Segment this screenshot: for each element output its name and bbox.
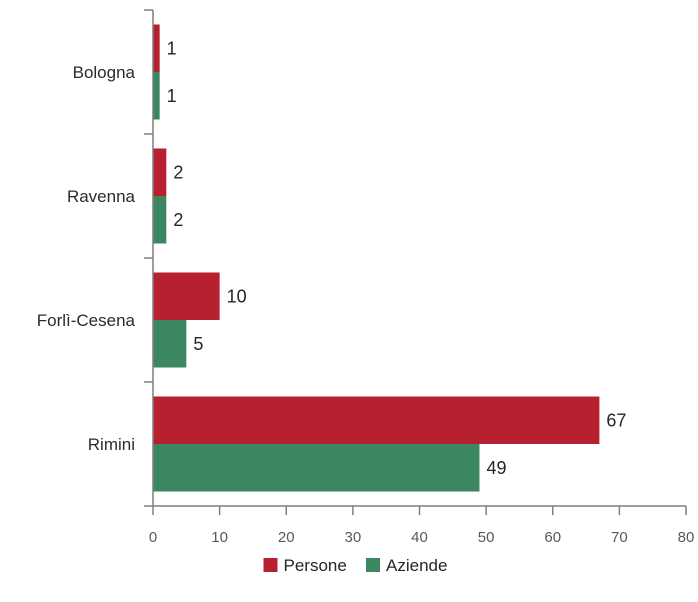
- bar-aziende-rimini: [153, 444, 480, 492]
- data-label-persone-ravenna: 2: [173, 162, 183, 182]
- data-label-persone-rimini: 67: [606, 410, 626, 430]
- legend-item-persone: Persone: [263, 556, 347, 575]
- data-label-aziende-rimini: 49: [486, 458, 506, 478]
- bars: [153, 24, 600, 492]
- x-tick-label-70: 70: [611, 529, 628, 546]
- bar-persone-bologna: [153, 24, 160, 72]
- data-label-aziende-ravenna: 2: [173, 210, 183, 230]
- category-label-bologna: Bologna: [73, 63, 136, 82]
- bar-persone-forli-cesena: [153, 272, 220, 320]
- x-tick-label-20: 20: [278, 529, 295, 546]
- legend-label-persone: Persone: [284, 556, 347, 575]
- bar-persone-ravenna: [153, 148, 167, 196]
- data-label-persone-forli-cesena: 10: [227, 286, 247, 306]
- category-label-forli-cesena: Forlì-Cesena: [37, 311, 136, 330]
- category-label-ravenna: Ravenna: [67, 187, 136, 206]
- legend-label-aziende: Aziende: [386, 556, 447, 575]
- x-tick-label-40: 40: [411, 529, 428, 546]
- x-tick-label-60: 60: [544, 529, 561, 546]
- bar-aziende-bologna: [153, 72, 160, 120]
- legend: Persone Aziende: [263, 556, 447, 575]
- axes: 0 10 20 30 40 50 60 70 80: [144, 9, 695, 546]
- legend-swatch-aziende: [366, 558, 380, 572]
- data-label-aziende-bologna: 1: [167, 86, 177, 106]
- data-label-aziende-forli-cesena: 5: [193, 334, 203, 354]
- x-tick-label-80: 80: [678, 529, 695, 546]
- labels: 1 1 Bologna 2 2 Ravenna 10 5 Forlì-Cesena 67 49 Rim…: [37, 38, 627, 478]
- x-tick-label-0: 0: [149, 529, 157, 546]
- x-tick-label-50: 50: [478, 529, 495, 546]
- bar-aziende-ravenna: [153, 196, 167, 244]
- legend-swatch-persone: [263, 558, 278, 572]
- legend-item-aziende: Aziende: [366, 556, 447, 575]
- category-label-rimini: Rimini: [88, 435, 135, 454]
- data-label-persone-bologna: 1: [167, 38, 177, 58]
- x-tick-label-30: 30: [345, 529, 362, 546]
- bar-persone-rimini: [153, 396, 600, 444]
- bar-aziende-forli-cesena: [153, 320, 187, 368]
- x-tick-label-10: 10: [211, 529, 228, 546]
